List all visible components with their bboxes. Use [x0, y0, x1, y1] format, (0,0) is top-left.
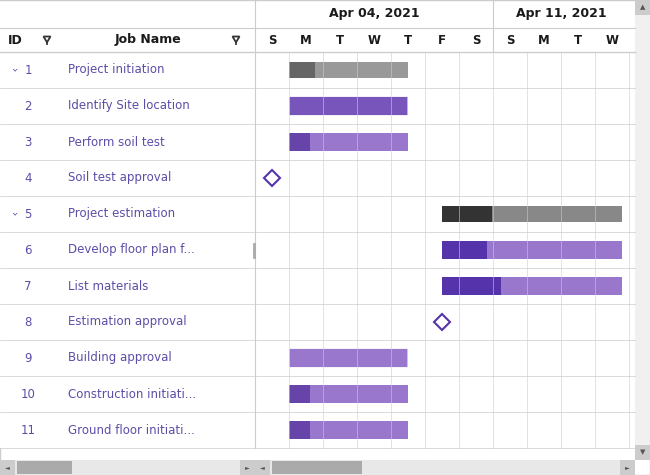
- Bar: [501, 277, 622, 294]
- Bar: [442, 277, 501, 294]
- Text: Building approval: Building approval: [68, 352, 172, 364]
- Text: ›: ›: [8, 68, 18, 72]
- Text: ID: ID: [8, 34, 22, 47]
- Bar: [635, 0, 650, 460]
- Bar: [442, 206, 493, 222]
- Text: Estimation approval: Estimation approval: [68, 315, 187, 329]
- Bar: [487, 241, 622, 259]
- Bar: [0, 196, 635, 232]
- Bar: [0, 460, 255, 475]
- FancyBboxPatch shape: [289, 349, 408, 367]
- Bar: [255, 460, 270, 475]
- Text: 7: 7: [24, 279, 32, 293]
- Text: ►: ►: [625, 465, 630, 470]
- Text: F: F: [438, 34, 446, 47]
- Bar: [17, 461, 72, 474]
- Bar: [0, 0, 635, 52]
- Text: Perform soil test: Perform soil test: [68, 135, 164, 149]
- Text: 11: 11: [21, 424, 36, 437]
- Text: M: M: [300, 34, 312, 47]
- Text: List materials: List materials: [68, 279, 148, 293]
- Text: ›: ›: [8, 212, 18, 216]
- Text: Construction initiati...: Construction initiati...: [68, 388, 196, 400]
- Text: Project estimation: Project estimation: [68, 208, 175, 220]
- Bar: [311, 385, 408, 403]
- Text: 6: 6: [24, 244, 32, 256]
- Text: Project initiation: Project initiation: [68, 64, 164, 76]
- Bar: [0, 52, 635, 88]
- FancyBboxPatch shape: [289, 97, 408, 115]
- Text: Soil test approval: Soil test approval: [68, 171, 172, 184]
- Bar: [442, 241, 487, 259]
- Bar: [620, 460, 635, 475]
- Bar: [493, 206, 622, 222]
- Text: Ground floor initiati...: Ground floor initiati...: [68, 424, 195, 437]
- Text: ▲: ▲: [640, 4, 645, 10]
- Bar: [315, 62, 408, 78]
- Bar: [272, 461, 362, 474]
- Text: T: T: [404, 34, 412, 47]
- Text: M: M: [538, 34, 550, 47]
- Bar: [0, 304, 635, 340]
- Text: ◄: ◄: [260, 465, 265, 470]
- Text: Apr 11, 2021: Apr 11, 2021: [515, 8, 606, 20]
- Text: W: W: [367, 34, 380, 47]
- Bar: [255, 460, 635, 475]
- Bar: [0, 124, 635, 160]
- Text: 4: 4: [24, 171, 32, 184]
- Text: S: S: [268, 34, 276, 47]
- Text: Identify Site location: Identify Site location: [68, 99, 190, 113]
- Bar: [311, 421, 408, 438]
- Text: 10: 10: [21, 388, 36, 400]
- Bar: [0, 88, 635, 124]
- Bar: [0, 376, 635, 412]
- Bar: [0, 412, 635, 448]
- Bar: [311, 133, 408, 151]
- Text: 5: 5: [24, 208, 32, 220]
- Bar: [289, 133, 311, 151]
- Text: ►: ►: [245, 465, 250, 470]
- Bar: [0, 160, 635, 196]
- Bar: [289, 62, 315, 78]
- Text: Job Name: Job Name: [114, 34, 181, 47]
- Text: Develop floor plan f...: Develop floor plan f...: [68, 244, 195, 256]
- Text: T: T: [574, 34, 582, 47]
- Text: W: W: [606, 34, 619, 47]
- Bar: [635, 0, 650, 15]
- Bar: [0, 268, 635, 304]
- Text: 9: 9: [24, 352, 32, 364]
- Text: ◄: ◄: [5, 465, 10, 470]
- Bar: [289, 421, 311, 438]
- Bar: [289, 385, 311, 403]
- Text: S: S: [506, 34, 514, 47]
- Bar: [0, 340, 635, 376]
- Text: T: T: [336, 34, 344, 47]
- Text: 1: 1: [24, 64, 32, 76]
- Text: S: S: [472, 34, 480, 47]
- Bar: [240, 460, 255, 475]
- Text: 2: 2: [24, 99, 32, 113]
- Text: 8: 8: [24, 315, 32, 329]
- Text: Apr 04, 2021: Apr 04, 2021: [329, 8, 419, 20]
- Text: 3: 3: [24, 135, 32, 149]
- Bar: [635, 445, 650, 460]
- Text: ▼: ▼: [640, 449, 645, 456]
- Bar: [0, 232, 635, 268]
- Bar: [0, 460, 15, 475]
